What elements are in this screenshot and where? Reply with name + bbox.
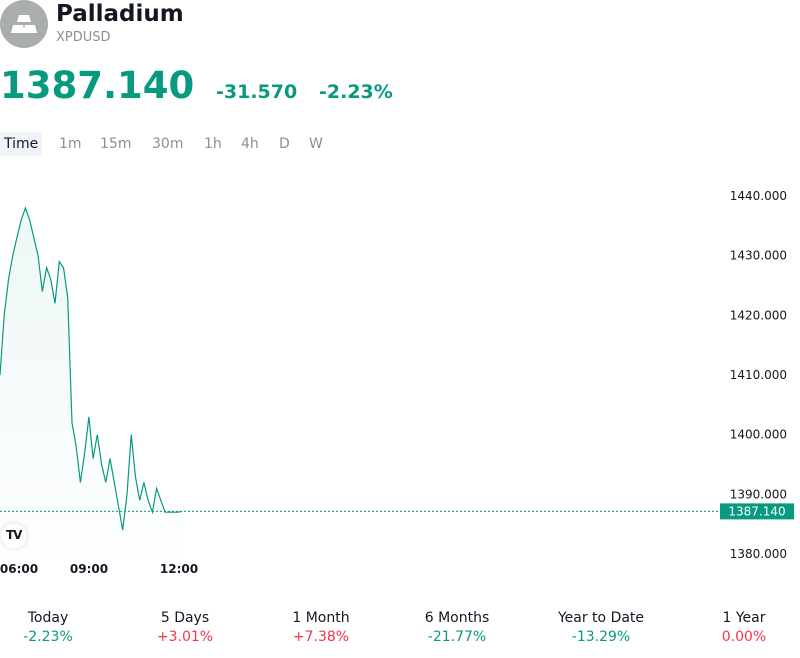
perf-label: 5 Days (160, 610, 210, 626)
perf-value: 0.00% (721, 629, 767, 645)
last-price-tag-label: 1387.140 (728, 504, 785, 518)
price-change-percent: -2.23% (319, 81, 393, 103)
perf-label: 1 Month (292, 610, 350, 626)
price-line (0, 206, 183, 531)
y-axis-tick-label: 1380.000 (730, 547, 787, 561)
perf-value: +3.01% (156, 629, 214, 645)
tab-w[interactable]: W (309, 136, 323, 152)
perf-value: -21.77% (427, 629, 487, 645)
y-axis-tick-label: 1410.000 (730, 368, 787, 382)
perf-5-days[interactable]: 5 Days +3.01% (125, 608, 245, 646)
price-chart[interactable]: 1440.000 1430.000 1420.000 1410.000 1400.000… (0, 160, 800, 580)
last-price-tag (720, 503, 794, 520)
y-axis-tick-label: 1420.000 (730, 308, 787, 322)
tab-15m[interactable]: 15m (100, 136, 132, 152)
perf-value: -2.23% (23, 629, 73, 645)
instrument-header: Palladium XPDUSD (0, 0, 800, 50)
instrument-name: Palladium (56, 1, 184, 27)
y-axis-tick-label: 1400.000 (730, 428, 787, 442)
tab-4h[interactable]: 4h (241, 136, 259, 152)
tradingview-logo[interactable]: TV (1, 524, 27, 548)
y-axis-tick-label: 1430.000 (730, 249, 787, 263)
perf-label: 1 Year (722, 610, 766, 626)
perf-label: Today (27, 610, 69, 626)
last-price: 1387.140 (0, 64, 195, 107)
perf-1-year[interactable]: 1 Year 0.00% (684, 608, 800, 646)
price-change: -31.570 (216, 81, 298, 103)
x-axis-tick-label: 09:00 (70, 562, 108, 576)
x-axis-tick-label: 06:00 (0, 562, 38, 576)
instrument-ticker: XPDUSD (56, 30, 111, 45)
perf-value: -13.29% (571, 629, 631, 645)
perf-year-to-date[interactable]: Year to Date -13.29% (541, 608, 661, 646)
timeframe-tabs: Time 1m 15m 30m 1h 4h D W (0, 132, 800, 156)
perf-1-month[interactable]: 1 Month +7.38% (261, 608, 381, 646)
tab-30m[interactable]: 30m (152, 136, 184, 152)
tab-1m[interactable]: 1m (59, 136, 82, 152)
performance-bar: Today -2.23% 5 Days +3.01% 1 Month +7.38… (0, 608, 800, 648)
perf-6-months[interactable]: 6 Months -21.77% (397, 608, 517, 646)
perf-value: +7.38% (292, 629, 350, 645)
x-axis-tick-label: 12:00 (160, 562, 198, 576)
perf-label: 6 Months (424, 610, 490, 626)
price-area-fill (0, 207, 182, 554)
perf-label: Year to Date (557, 610, 645, 626)
tab-d[interactable]: D (279, 136, 290, 152)
perf-today[interactable]: Today -2.23% (0, 608, 108, 646)
gold-bars-icon (0, 0, 48, 48)
tab-1h[interactable]: 1h (204, 136, 222, 152)
y-axis-tick-label: 1390.000 (730, 487, 787, 501)
y-axis-tick-label: 1440.000 (730, 189, 787, 203)
tab-time[interactable]: Time (0, 132, 43, 156)
